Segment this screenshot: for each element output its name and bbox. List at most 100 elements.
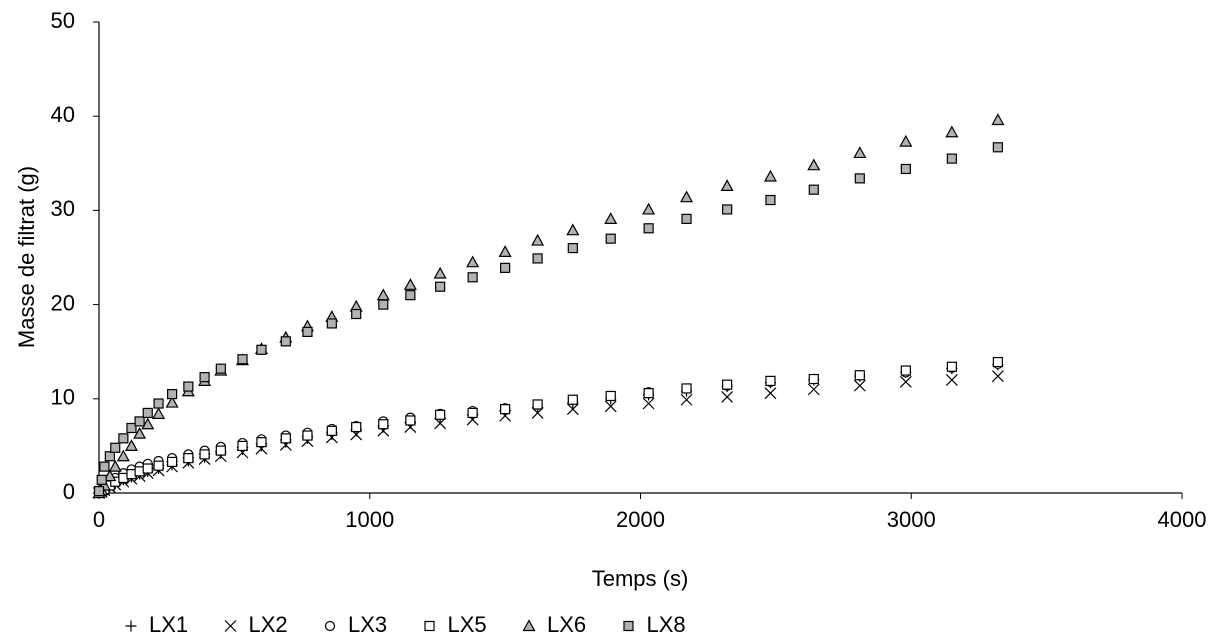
marker [405,290,416,301]
marker [946,153,957,164]
marker [433,266,447,279]
marker [500,262,511,273]
marker [142,463,153,474]
marker [765,194,776,206]
legend-marker [324,620,336,632]
marker [405,415,416,426]
marker [900,365,911,376]
marker [854,173,865,184]
legend-label: LX6 [547,612,586,637]
marker [721,390,734,403]
marker [945,125,959,138]
marker [126,422,137,434]
marker [142,407,153,419]
marker [765,375,776,387]
marker [642,202,656,215]
marker [141,417,155,430]
marker [991,370,1004,383]
marker [467,272,478,283]
marker [302,326,313,338]
marker [103,469,117,482]
legend-label: LX5 [448,612,487,637]
legend-marker [224,620,237,632]
y-tick-label: 10 [51,385,75,410]
marker [152,407,166,419]
marker [681,383,692,394]
marker [680,190,694,203]
marker [96,474,107,485]
marker [351,308,362,320]
marker [326,425,337,436]
marker [722,204,733,215]
marker [899,134,913,147]
marker [899,375,912,388]
marker [853,146,867,159]
legend-marker [125,620,137,632]
marker [854,370,865,381]
marker [764,387,777,400]
marker [116,449,130,462]
marker [435,281,446,292]
marker [108,459,122,472]
marker [378,419,389,430]
y-tick-label: 0 [63,479,75,504]
marker [604,400,617,413]
marker [167,388,178,400]
marker [467,407,478,419]
marker [104,451,115,462]
marker [110,442,121,453]
y-tick-label: 20 [51,290,75,315]
marker [500,404,511,415]
x-axis-label: Temps (s) [592,566,689,591]
marker [498,245,512,257]
marker [807,158,821,171]
legend-label: LX2 [249,612,288,637]
marker [237,440,248,451]
marker [435,409,446,420]
marker [280,336,291,347]
marker [680,393,693,406]
marker [643,223,654,234]
marker [807,383,820,396]
marker [681,213,692,224]
marker [378,299,389,310]
marker [280,433,291,444]
marker [256,344,267,355]
marker [853,379,866,392]
legend-marker [522,619,536,632]
marker [531,233,545,246]
x-tick-label: 2000 [616,507,665,532]
marker [302,430,313,441]
marker [566,403,579,416]
y-tick-label: 30 [51,196,75,221]
marker [326,318,337,329]
marker [642,397,655,410]
marker [900,163,911,175]
marker [720,179,734,192]
marker [808,373,819,385]
x-tick-label: 3000 [887,507,936,532]
y-tick-label: 50 [51,8,75,33]
marker [153,460,164,471]
marker [199,449,210,460]
y-axis-label: Masse de filtrat (g) [14,166,39,348]
marker [992,356,1003,368]
marker [722,379,733,390]
marker [567,242,578,254]
marker [763,169,777,182]
marker [215,363,226,374]
marker [605,390,616,402]
marker [945,374,958,386]
x-tick-label: 4000 [1158,507,1207,532]
marker [566,223,580,236]
marker [532,399,543,410]
marker [403,278,417,290]
marker [808,184,819,195]
x-tick-label: 1000 [345,507,394,532]
marker [256,437,267,448]
marker [991,113,1005,126]
marker [153,398,164,409]
legend-marker [623,620,634,632]
marker [134,416,145,427]
marker [183,381,194,392]
